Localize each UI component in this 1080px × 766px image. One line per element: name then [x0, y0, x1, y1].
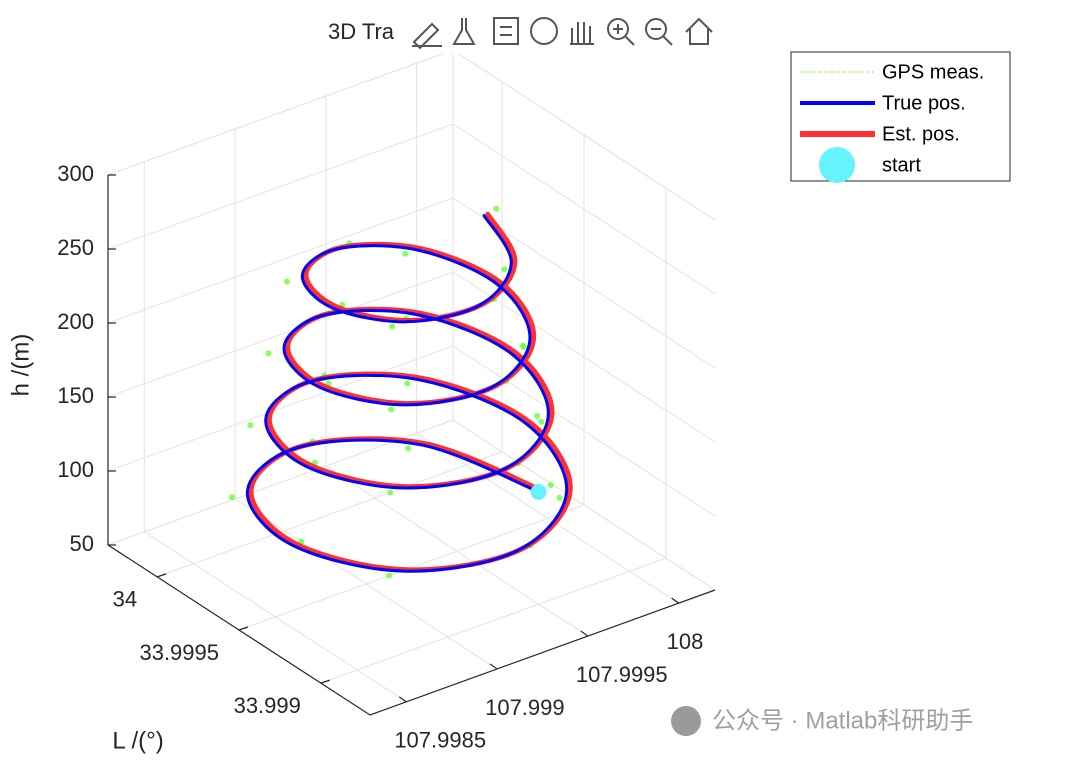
watermark-icon [671, 706, 701, 736]
icon-zoom-out[interactable] [645, 18, 667, 40]
grid-line [143, 161, 407, 703]
legend-label: Est. pos. [882, 123, 960, 145]
icon-brush[interactable] [452, 18, 476, 45]
gps-point [520, 342, 527, 349]
icon-zoom-out-glyph [651, 28, 673, 46]
gps-point [247, 422, 254, 429]
icon-legend[interactable] [493, 17, 519, 45]
chart-title: 3D Tra [328, 19, 395, 44]
grid-line [107, 123, 716, 295]
z-tick-label: 100 [57, 457, 94, 482]
legend: GPS meas. True pos. Est. pos. start [790, 51, 1011, 183]
grid-line [107, 345, 716, 517]
tick-mark [398, 696, 407, 703]
gps-point [538, 418, 545, 425]
x-tick-label: 107.999 [485, 695, 565, 720]
gps-point [389, 323, 396, 330]
x-tick-label: 107.9985 [394, 728, 486, 753]
plot-area: 50 100 150 200 250 300 33.999 33.9995 34 107.9985… [7, 49, 716, 754]
icon-zoom-in[interactable] [607, 18, 629, 40]
tick-mark [320, 679, 331, 684]
x-tick-label: 108 [667, 629, 704, 654]
grid-line [320, 188, 667, 684]
gps-point [501, 266, 508, 273]
icon-pan[interactable] [570, 22, 594, 45]
axis-line [107, 175, 716, 716]
legend-swatch [819, 147, 855, 183]
y-tick-label: 34 [113, 587, 137, 612]
start-marker [530, 483, 547, 500]
icon-home[interactable] [685, 17, 713, 45]
gps-point [402, 250, 409, 257]
gps-point [534, 412, 541, 419]
gps-point [556, 494, 563, 501]
gps-point [229, 494, 236, 501]
gps-point [405, 445, 412, 452]
gps-point [404, 380, 411, 387]
tick-mark [489, 663, 498, 670]
watermark-text: 公众号 · Matlab科研助手 [712, 707, 973, 734]
tick-mark [238, 626, 249, 631]
legend-label: True pos. [882, 92, 966, 114]
gps-point [386, 572, 393, 579]
trajectory-line [245, 214, 569, 573]
grid-line [156, 81, 503, 578]
legend-label: start [882, 154, 921, 176]
gps-point [387, 489, 394, 496]
z-tick-label: 50 [70, 531, 94, 556]
z-tick-label: 300 [57, 161, 94, 186]
gps-point [283, 278, 290, 285]
z-tick-label: 150 [57, 383, 94, 408]
tick-mark [156, 573, 167, 578]
y-axis-label: L /(°) [112, 727, 163, 754]
grid-line [325, 96, 589, 637]
grid-line [416, 63, 679, 604]
icon-zoom-in-glyph [613, 24, 635, 46]
gps-point [265, 350, 272, 357]
gps-point [547, 482, 554, 489]
gps-point [493, 205, 500, 212]
grid-line [238, 135, 585, 631]
z-tick-label: 250 [57, 235, 94, 260]
icon-edit[interactable] [412, 22, 442, 50]
y-tick-label: 33.999 [234, 693, 301, 718]
icon-rotate[interactable] [530, 17, 558, 45]
z-tick-label: 200 [57, 309, 94, 334]
toolbar [404, 10, 720, 54]
grid-line [107, 271, 716, 443]
gps-point [388, 406, 395, 413]
toolbar-bg [404, 10, 720, 54]
legend-label: GPS meas. [882, 61, 984, 83]
grid-line [107, 419, 716, 591]
z-axis-label: h /(m) [7, 334, 34, 397]
watermark: 公众号 · Matlab科研助手 [671, 706, 973, 736]
grid-line [107, 197, 716, 369]
tick-mark [580, 630, 589, 637]
y-tick-label: 33.9995 [139, 640, 219, 665]
tick-mark [671, 597, 680, 604]
x-tick-label: 107.9995 [576, 662, 668, 687]
grid-line [234, 128, 498, 670]
